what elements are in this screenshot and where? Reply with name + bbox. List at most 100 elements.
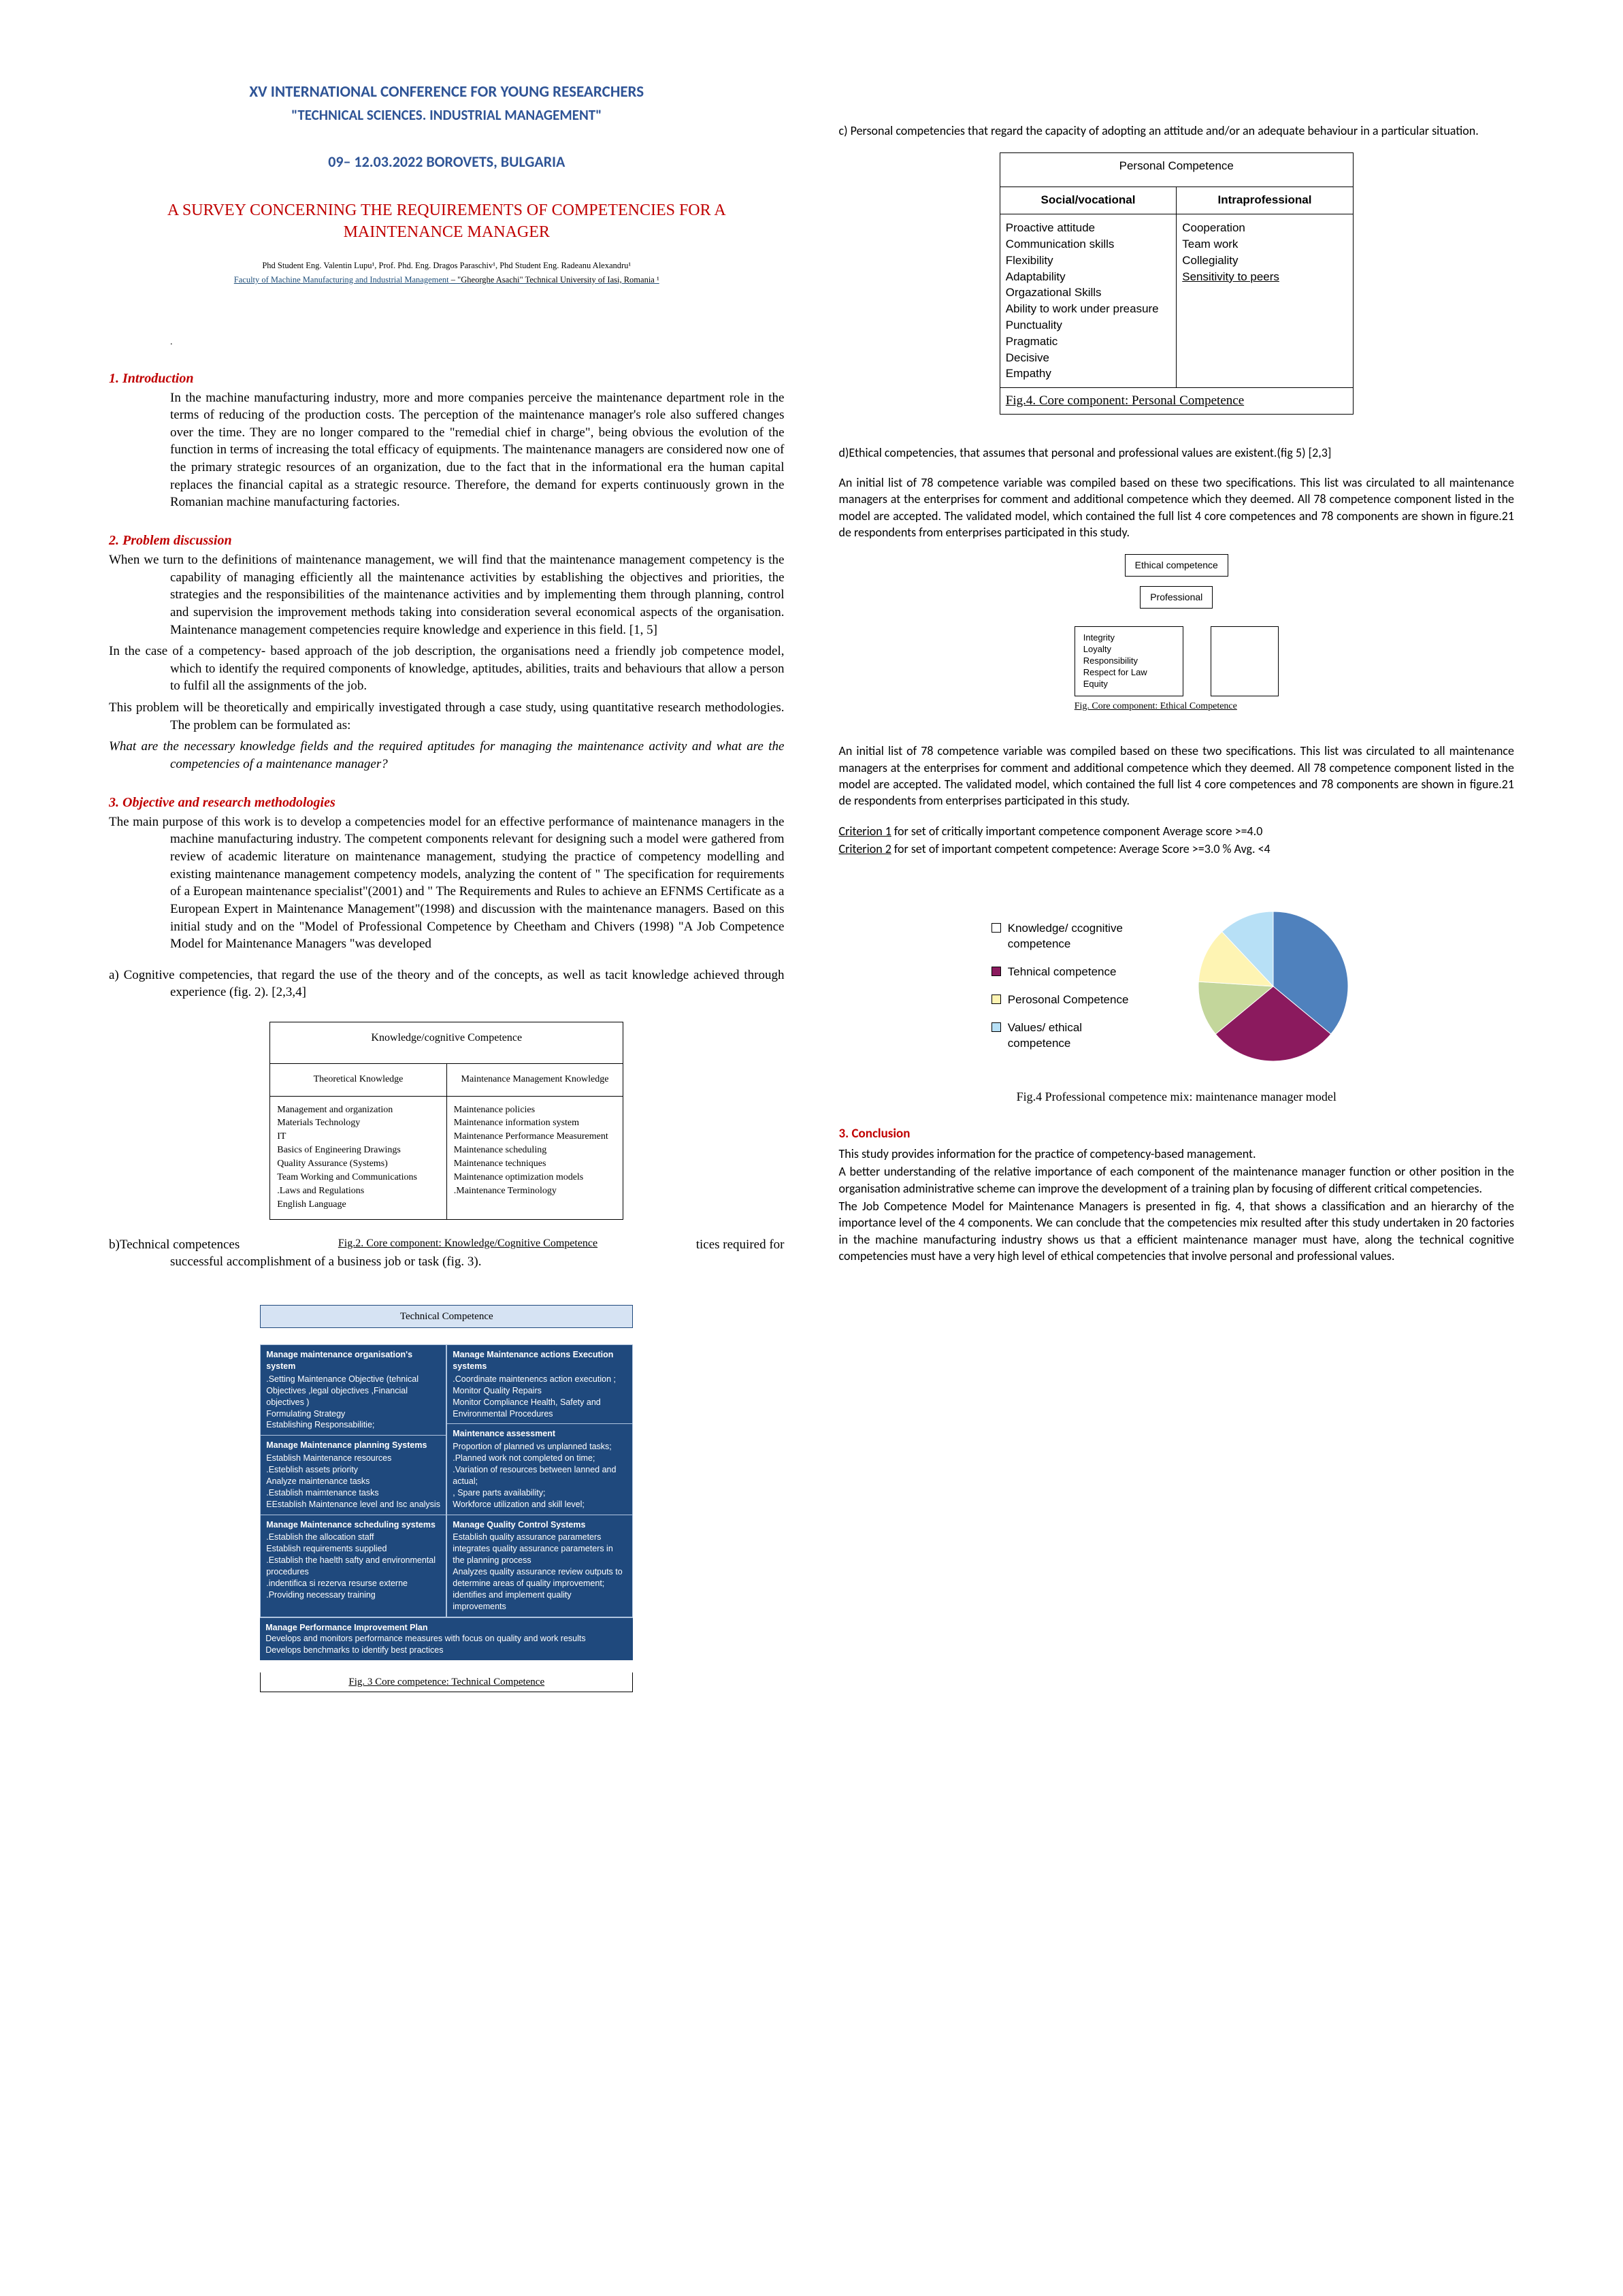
fig5-title: Ethical competence	[1125, 554, 1228, 577]
item-b-suffix-start: tices required for	[696, 1236, 785, 1254]
list-item: Decisive	[1006, 350, 1171, 366]
fig3-c1b1: .Setting Maintenance Objective (tehnical…	[266, 1374, 440, 1431]
pie-legend: Knowledge/ ccognitive competence Tehnical…	[991, 909, 1144, 1064]
fig3-c1b3-h: Manage Maintenance scheduling systems	[266, 1519, 440, 1531]
fig3-c1b2-h: Manage Maintenance planning Systems	[266, 1440, 440, 1451]
conference-subtitle: "TECHNICAL SCIENCES. INDUSTRIAL MANAGEME…	[109, 106, 785, 125]
fig4-h1: Social/vocational	[1000, 187, 1177, 214]
fig3-c2b1: .Coordinate maintenencs action execution…	[453, 1374, 627, 1420]
pie-chart	[1185, 898, 1362, 1075]
fig3-c1b1-h: Manage maintenance organisation's system	[266, 1349, 440, 1372]
fig4-title: Personal Competence	[1000, 153, 1353, 187]
fig4-right-list: CooperationTeam workCollegialitySensitiv…	[1177, 214, 1353, 387]
list-item: Maintenance scheduling	[454, 1144, 617, 1157]
fig5-mid: Professional	[1140, 586, 1213, 609]
fig2-col2-header: Maintenance Management Knowledge	[447, 1064, 623, 1097]
fig2-col2-list: Maintenance policiesMaintenance informat…	[447, 1097, 623, 1219]
right-column: c) Personal competencies that regard the…	[839, 82, 1515, 1713]
list-item: Maintenance information system	[454, 1117, 617, 1130]
figure-5-ethical: Ethical competence Professional Integrit…	[839, 554, 1515, 713]
list-item: Communication skills	[1006, 236, 1171, 253]
section-2-p1: When we turn to the definitions of maint…	[170, 551, 785, 638]
legend-swatch	[991, 923, 1001, 933]
fig2-col1-header: Theoretical Knowledge	[270, 1064, 447, 1097]
list-item: Flexibility	[1006, 253, 1171, 269]
fig3-c1b3: .Establish the allocation staff Establis…	[266, 1532, 440, 1600]
conclusion-p1: This study provides information for the …	[839, 1146, 1515, 1162]
section-1-p1: In the machine manufacturing industry, m…	[170, 389, 785, 511]
dot: .	[170, 336, 785, 349]
legend-label: Tehnical competence	[1008, 965, 1117, 980]
fig4-caption: Fig.4. Core component: Personal Competen…	[1000, 387, 1353, 414]
conclusion-p2: A better understanding of the relative i…	[839, 1163, 1515, 1197]
item-b-line2: successful accomplishment of a business …	[170, 1253, 785, 1271]
list-item: Ability to work under preasure	[1006, 301, 1171, 317]
affiliation: Faculty of Machine Manufacturing and Ind…	[109, 274, 785, 286]
fig2-caption: Fig.2. Core component: Knowledge/Cogniti…	[240, 1236, 695, 1251]
fig3-wide: Develops and monitors performance measur…	[265, 1634, 585, 1655]
section-3-heading: 3. Objective and research methodologies	[109, 794, 785, 812]
fig3-c2b2: Proportion of planned vs unplanned tasks…	[453, 1441, 627, 1510]
legend-item: Knowledge/ ccognitive competence	[991, 921, 1144, 952]
fig5-caption: Fig. Core component: Ethical Competence	[1075, 700, 1279, 713]
fig3-title: Technical Competence	[260, 1305, 633, 1328]
list-item: Maintenance Performance Measurement	[454, 1131, 617, 1144]
list-item: Management and organization	[277, 1104, 440, 1117]
list-item: Quality Assurance (Systems)	[277, 1158, 440, 1171]
conference-title: XV INTERNATIONAL CONFERENCE FOR YOUNG RE…	[109, 82, 785, 103]
fig4-h2: Intraprofessional	[1177, 187, 1353, 214]
fig3-c2b1-h: Manage Maintenance actions Execution sys…	[453, 1349, 627, 1372]
affiliation-link[interactable]: Faculty of Machine Manufacturing and Ind…	[234, 275, 449, 285]
list-item: Respect for Law	[1083, 667, 1175, 679]
list-item: Loyalty	[1083, 644, 1175, 656]
figure-4-personal: Personal Competence Social/vocational In…	[839, 152, 1515, 414]
legend-item: Tehnical competence	[991, 965, 1144, 980]
fig2-col1-list: Management and organizationMaterials Tec…	[270, 1097, 447, 1219]
list-item: Collegiality	[1182, 253, 1347, 269]
fig5-empty	[1211, 626, 1279, 696]
list-item: Team work	[1182, 236, 1347, 253]
list-item: Team Working and Communications	[277, 1171, 440, 1184]
list-item: Pragmatic	[1006, 334, 1171, 350]
item-b-prefix: b)Technical competences	[109, 1236, 240, 1254]
authors: Phd Student Eng. Valentin Lupu¹, Prof. P…	[109, 260, 785, 272]
legend-label: Values/ ethical competence	[1008, 1020, 1144, 1052]
figure-pie: Knowledge/ ccognitive competence Tehnical…	[839, 898, 1515, 1075]
list-item: .Maintenance Terminology	[454, 1185, 617, 1198]
item-c: c) Personal competencies that regard the…	[839, 123, 1515, 139]
fig3-c2b3: Establish quality assurance parameters i…	[453, 1532, 627, 1612]
list-item: English Language	[277, 1199, 440, 1212]
figure-3: Technical Competence Manage maintenance …	[109, 1305, 785, 1693]
section-3-item-a: a) Cognitive competencies, that regard t…	[170, 967, 785, 1001]
fig5-list: IntegrityLoyaltyResponsibilityRespect fo…	[1075, 626, 1183, 696]
legend-label: Perosonal Competence	[1008, 992, 1129, 1008]
conclusion-heading: 3. Conclusion	[839, 1125, 1515, 1143]
legend-item: Values/ ethical competence	[991, 1020, 1144, 1052]
section-2-p3: This problem will be theoretically and e…	[170, 699, 785, 734]
section-3-p1: The main purpose of this work is to deve…	[170, 813, 785, 953]
pie-caption: Fig.4 Professional competence mix: maint…	[839, 1088, 1515, 1105]
list-item: Materials Technology	[277, 1117, 440, 1130]
list-item: Proactive attitude	[1006, 220, 1171, 236]
list-item: Sensitivity to peers	[1182, 269, 1347, 285]
legend-swatch	[991, 967, 1001, 976]
list-item: Basics of Engineering Drawings	[277, 1144, 440, 1157]
list-item: .Laws and Regulations	[277, 1185, 440, 1198]
list-item: Equity	[1083, 679, 1175, 690]
list-item: Responsibility	[1083, 656, 1175, 667]
section-2-p2: In the case of a competency- based appro…	[170, 643, 785, 695]
list-item: IT	[277, 1131, 440, 1144]
legend-item: Perosonal Competence	[991, 992, 1144, 1008]
list-item: Adaptability	[1006, 269, 1171, 285]
criterion-1: Criterion 1 for set of critically import…	[839, 823, 1515, 839]
fig3-c2b2-h: Maintenance assessment	[453, 1428, 627, 1440]
fig3-caption: Fig. 3 Core competence: Technical Compet…	[260, 1672, 633, 1692]
list-item: Empathy	[1006, 366, 1171, 382]
list-item: Maintenance policies	[454, 1104, 617, 1117]
fig2-title: Knowledge/cognitive Competence	[270, 1022, 623, 1064]
list-item: Punctuality	[1006, 317, 1171, 334]
legend-swatch	[991, 995, 1001, 1004]
fig4-left-list: Proactive attitudeCommunication skillsFl…	[1000, 214, 1177, 387]
legend-label: Knowledge/ ccognitive competence	[1008, 921, 1144, 952]
initial-list-p2: An initial list of 78 competence variabl…	[839, 743, 1515, 809]
